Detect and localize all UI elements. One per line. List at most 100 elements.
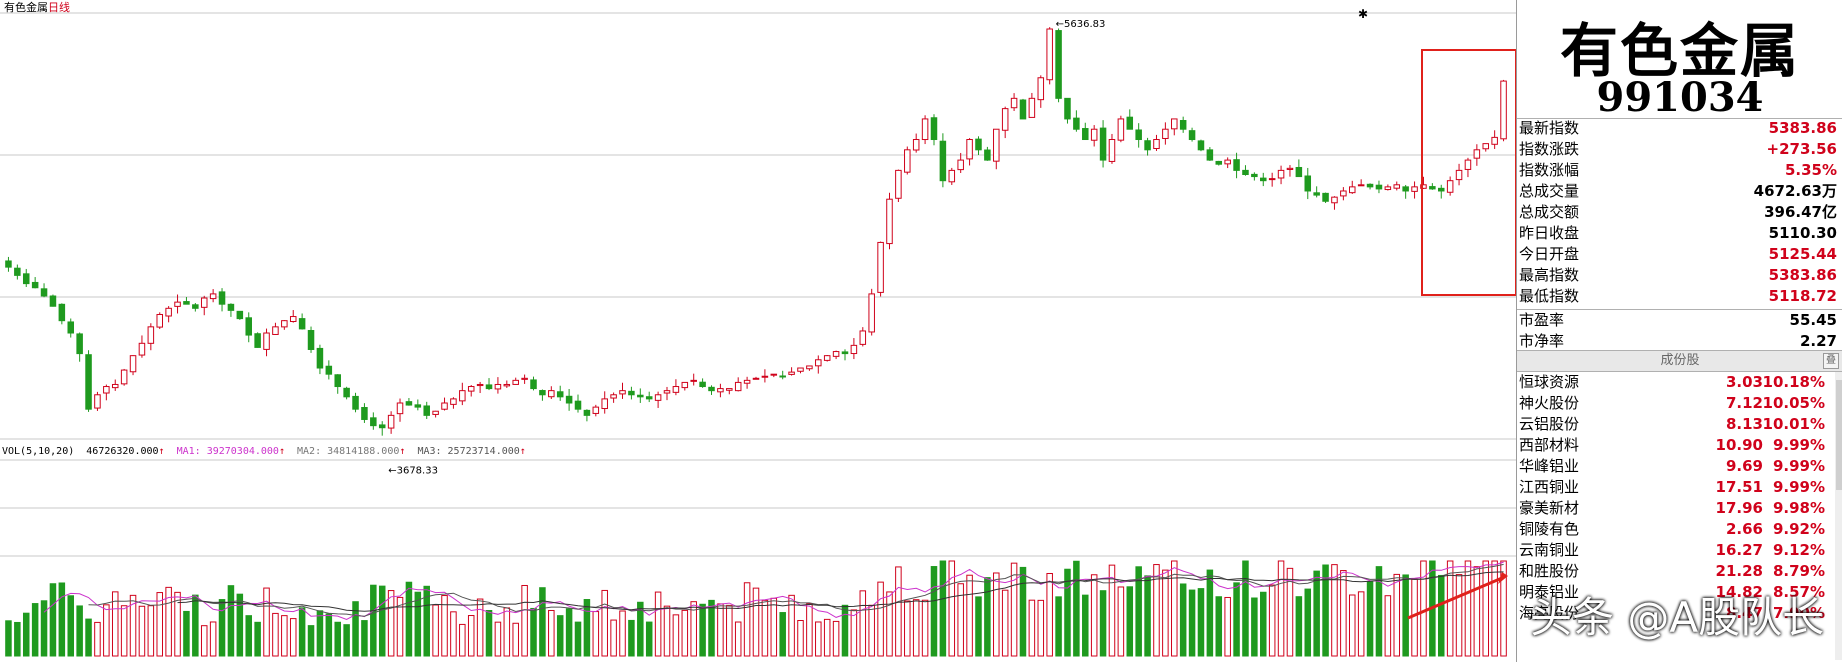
candle-body xyxy=(441,402,448,410)
volume-bar xyxy=(583,599,591,657)
component-row[interactable]: 云铝股份 8.13 10.01% xyxy=(1517,414,1833,435)
volume-bar xyxy=(886,591,893,657)
candle-body xyxy=(1500,80,1507,140)
volume-bar xyxy=(281,615,288,657)
volume-bar xyxy=(761,599,769,657)
volume-bar xyxy=(361,620,368,657)
volume-bar xyxy=(1197,588,1205,657)
volume-bar xyxy=(1349,594,1356,657)
candle-body xyxy=(263,332,270,350)
candle-body xyxy=(129,355,137,373)
component-pct: 7.90% xyxy=(1772,604,1825,622)
component-row[interactable]: 西部材料 10.90 9.99% xyxy=(1517,435,1833,456)
volume-bar xyxy=(1055,596,1062,657)
volume-bar xyxy=(334,621,341,657)
volume-bar xyxy=(218,599,226,657)
component-row[interactable]: 明泰铝业 14.82 8.57% xyxy=(1517,582,1833,603)
candle-body xyxy=(450,398,457,405)
volume-bar xyxy=(423,585,430,657)
index-code: 991034 xyxy=(1596,74,1764,121)
volume-bar xyxy=(1384,595,1392,657)
candle-body xyxy=(227,303,235,311)
candle-body xyxy=(637,394,644,398)
volume-bar xyxy=(14,621,21,657)
candle-body xyxy=(788,371,795,375)
candle-body xyxy=(485,384,493,390)
stat-row: 总成交量 4672.63万 xyxy=(1517,181,1841,202)
volume-bar xyxy=(574,621,582,657)
volume-bar xyxy=(503,607,511,657)
volume-bar xyxy=(67,595,75,657)
component-name: 铜陵有色 xyxy=(1519,520,1580,538)
ratio-value: 55.45 xyxy=(1789,311,1837,329)
volume-bar xyxy=(120,605,128,657)
volume-ma-line xyxy=(177,571,1504,612)
volume-bar xyxy=(467,615,475,657)
candle-body xyxy=(1295,166,1303,178)
component-row[interactable]: 神火股份 7.12 10.05% xyxy=(1517,393,1833,414)
stat-label: 最高指数 xyxy=(1519,266,1580,284)
volume-bar xyxy=(1188,589,1196,657)
volume-bar xyxy=(343,624,350,657)
volume-bar xyxy=(708,599,715,657)
volume-bar xyxy=(316,610,324,657)
volume-bar xyxy=(387,590,395,657)
candle-body xyxy=(1073,117,1080,130)
candle-body xyxy=(548,390,555,398)
candle-body xyxy=(672,386,680,393)
volume-bar xyxy=(628,619,635,657)
component-name: 江西铜业 xyxy=(1519,478,1580,496)
component-row[interactable]: 云南铜业 16.27 9.12% xyxy=(1517,540,1833,561)
candle-body xyxy=(405,401,413,406)
candle-body xyxy=(432,410,439,415)
stat-row: 昨日收盘 5110.30 xyxy=(1517,223,1841,244)
volume-bar xyxy=(548,609,555,657)
candle-body xyxy=(236,310,244,320)
component-price: 8.47 xyxy=(1725,604,1763,622)
volume-bar xyxy=(254,621,261,657)
volume-bar xyxy=(645,621,653,657)
component-row[interactable]: 恒球资源 3.03 10.18% xyxy=(1517,372,1833,393)
candle-body xyxy=(583,409,591,416)
candle-body xyxy=(921,118,929,141)
volume-bar xyxy=(58,582,66,657)
stat-row: 最低指数 5118.72 xyxy=(1517,286,1841,307)
candle-body xyxy=(1366,183,1374,188)
volume-bar xyxy=(245,615,252,657)
candle-body xyxy=(654,394,662,401)
candle-body xyxy=(912,139,920,151)
stack-button[interactable]: 叠 xyxy=(1823,353,1839,369)
volume-bar xyxy=(957,583,964,657)
component-row[interactable]: 华峰铝业 9.69 9.99% xyxy=(1517,456,1833,477)
volume-bar xyxy=(1090,574,1098,657)
volume-bar xyxy=(699,603,706,657)
volume-bar xyxy=(1286,567,1294,657)
candle-body xyxy=(494,383,502,390)
component-row[interactable]: 海亮股份 8.47 7.90% xyxy=(1517,603,1833,624)
volume-bar xyxy=(432,604,439,657)
candle-body xyxy=(1384,186,1392,191)
volume-bar xyxy=(200,625,208,657)
component-row[interactable]: 和胜股份 21.28 8.79% xyxy=(1517,561,1833,582)
components-scrollbar[interactable] xyxy=(1835,372,1842,660)
volume-bar xyxy=(352,601,359,657)
candle-body xyxy=(378,424,386,429)
candle-body xyxy=(192,304,199,309)
candle-body xyxy=(886,198,893,245)
volume-bar xyxy=(752,587,760,657)
ratio-label: 市盈率 xyxy=(1519,311,1565,329)
component-row[interactable]: 铜陵有色 2.66 9.92% xyxy=(1517,519,1833,540)
candle-body xyxy=(770,373,778,376)
component-row[interactable]: 豪美新材 17.96 9.98% xyxy=(1517,498,1833,519)
candle-body xyxy=(1082,128,1089,141)
candle-body xyxy=(761,375,769,378)
component-row[interactable]: 江西铜业 17.51 9.99% xyxy=(1517,477,1833,498)
watermark: 头条 @A股队长 xyxy=(1530,593,1825,642)
candle-body xyxy=(1144,140,1151,151)
candle-body xyxy=(957,159,964,171)
components-scroll-thumb[interactable] xyxy=(1836,380,1842,490)
volume-bar xyxy=(1019,566,1027,657)
candle-body xyxy=(147,326,155,344)
volume-bar xyxy=(1500,560,1507,657)
candle-body xyxy=(1420,184,1427,189)
